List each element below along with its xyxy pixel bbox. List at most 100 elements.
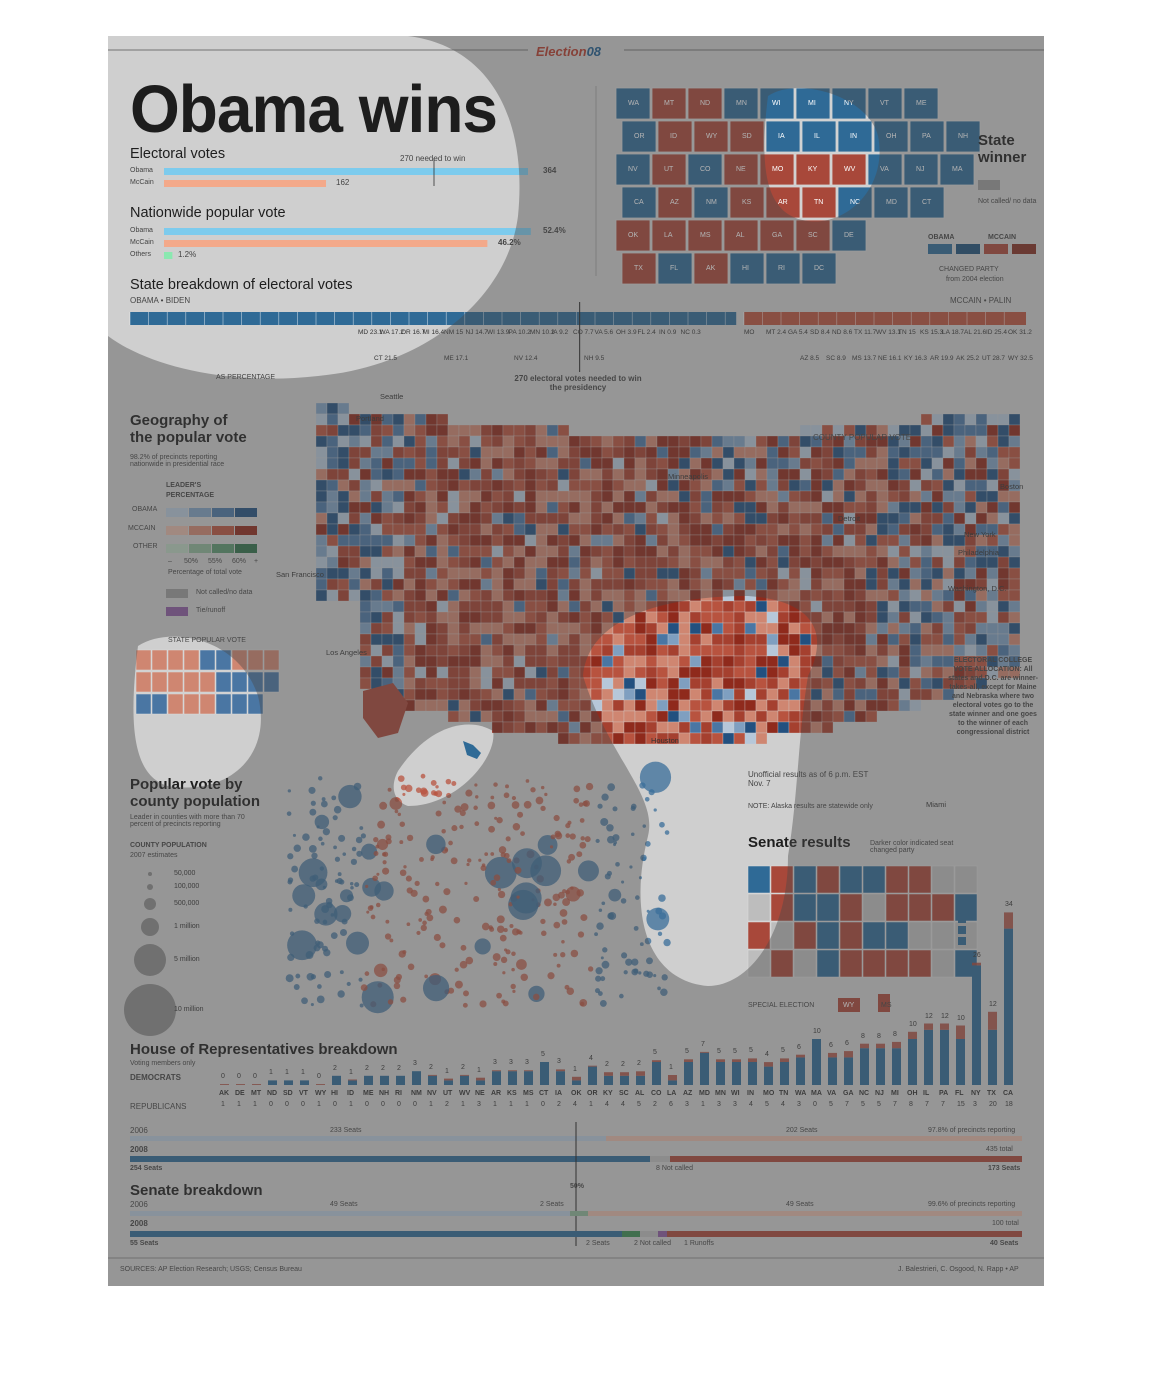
county-bubble: [621, 952, 628, 959]
county-cell: [403, 600, 416, 613]
county-cell: [458, 567, 471, 580]
house-dem-bar: [636, 1075, 645, 1085]
county-cell: [568, 556, 581, 569]
county-cell: [645, 611, 658, 624]
mccain-state-label: LA 18.7: [942, 329, 965, 336]
house-dem-value: 10: [957, 1014, 965, 1022]
county-bubble: [480, 865, 487, 872]
county-cell: [854, 655, 867, 668]
house-rep-bar: [652, 1060, 661, 1062]
county-cell: [568, 523, 581, 536]
county-cell: [931, 622, 944, 635]
county-cell: [898, 512, 911, 525]
county-cell: [645, 446, 658, 459]
county-bubble: [553, 952, 558, 957]
county-cell: [920, 644, 933, 657]
county-cell: [392, 413, 405, 426]
state-breakdown-heading: State breakdown of electoral votes: [130, 277, 353, 293]
county-cell: [546, 666, 559, 679]
county-bubble: [333, 845, 337, 850]
house-dem-bar: [684, 1062, 693, 1085]
leader-pct-swatch: [189, 508, 211, 517]
county-bubble: [351, 846, 357, 852]
county-cell: [678, 446, 691, 459]
house-dem-value: 6: [845, 1040, 849, 1048]
county-cell: [733, 556, 746, 569]
house-state-label: DE: [235, 1090, 245, 1097]
county-cell: [425, 523, 438, 536]
county-cell: [502, 578, 515, 591]
county-cell: [755, 611, 768, 624]
county-cell: [634, 677, 647, 690]
county-bubble: [331, 795, 337, 801]
state-popular-cell: [183, 649, 200, 671]
county-cell: [667, 611, 680, 624]
house-rep-value: 8: [909, 1101, 913, 1108]
county-cell: [579, 732, 592, 745]
county-cell: [975, 435, 988, 448]
county-cell: [513, 578, 526, 591]
county-cell: [634, 633, 647, 646]
county-cell: [689, 501, 702, 514]
county-cell: [414, 479, 427, 492]
county-cell: [777, 710, 790, 723]
senate-state-cell: [816, 893, 840, 922]
county-cell: [546, 710, 559, 723]
county-cell: [326, 457, 339, 470]
county-cell: [436, 468, 449, 481]
county-cell: [623, 732, 636, 745]
county-cell: [447, 699, 460, 712]
county-cell: [942, 435, 955, 448]
county-bubble: [298, 858, 328, 888]
county-cell: [524, 545, 537, 558]
county-cell: [997, 446, 1010, 459]
county-popular-vote-label: COUNTY POPULAR VOTE: [813, 433, 912, 442]
county-cell: [766, 501, 779, 514]
state-popular-cell: [167, 671, 184, 693]
county-cell: [876, 534, 889, 547]
house-state-label: NH: [379, 1090, 390, 1097]
house-rep-value: 3: [733, 1101, 737, 1108]
county-cell: [480, 699, 493, 712]
population-size-label: 10 million: [174, 1006, 204, 1013]
county-cell: [755, 490, 768, 503]
county-cell: [909, 666, 922, 679]
county-cell: [469, 644, 482, 657]
county-cell: [414, 512, 427, 525]
county-cell: [843, 567, 856, 580]
county-cell: [557, 688, 570, 701]
county-cell: [700, 600, 713, 613]
state-winner-label-co: CO: [700, 166, 711, 173]
county-cell: [733, 666, 746, 679]
house-state-label: MT: [251, 1090, 262, 1097]
county-cell: [755, 567, 768, 580]
county-bubble: [488, 825, 495, 833]
county-bubble: [503, 928, 508, 933]
county-cell: [678, 457, 691, 470]
scale-label-1: 50%: [184, 558, 199, 565]
county-cell: [436, 655, 449, 668]
state-winner-heading-1: State: [978, 132, 1015, 149]
county-cell: [766, 523, 779, 536]
population-size-bubble: [134, 944, 166, 976]
county-cell: [590, 721, 603, 734]
county-cell: [491, 721, 504, 734]
county-cell: [634, 468, 647, 481]
county-cell: [678, 501, 691, 514]
county-cell: [634, 523, 647, 536]
county-bubble: [641, 856, 647, 861]
county-cell: [711, 600, 724, 613]
county-cell: [953, 600, 966, 613]
county-bubble: [424, 974, 428, 979]
county-bubble: [330, 913, 335, 917]
state-winner-label-tx: TX: [634, 265, 643, 272]
county-cell: [865, 534, 878, 547]
county-cell: [810, 633, 823, 646]
county-cell: [876, 490, 889, 503]
senate-state-cell: [862, 865, 886, 894]
county-cell: [986, 468, 999, 481]
county-cell: [678, 556, 691, 569]
senate-state-cell: [885, 865, 909, 894]
county-cell: [766, 666, 779, 679]
county-cell: [854, 699, 867, 712]
